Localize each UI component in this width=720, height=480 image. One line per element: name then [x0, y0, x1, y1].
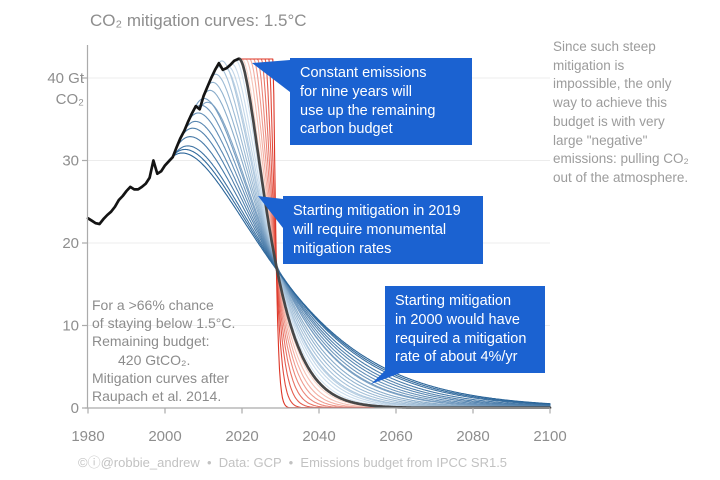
mitigation-curve-2006: [187, 112, 551, 408]
x-axis-label-2080: 2080: [456, 428, 489, 445]
negative-emissions-note: Since such steep mitigation is impossibl…: [553, 38, 689, 188]
mitigation-curve-2008: [195, 97, 551, 409]
mitigation-curve-2002: [172, 145, 551, 406]
y-axis-unit-line-1: CO₂: [56, 91, 85, 108]
annotation-line: for nine years will: [300, 83, 413, 100]
x-axis-label-2060: 2060: [379, 428, 412, 445]
negative-note-line: mitigation is: [553, 57, 625, 73]
annotation-line: required a mitigation: [395, 330, 527, 347]
historical-emissions-line: [86, 57, 240, 226]
credit-footer: ©ⓘ@robbie_andrew • Data: GCP • Emissions…: [78, 455, 508, 470]
negative-note-line: emissions: pulling CO₂: [553, 151, 689, 167]
negative-note-line: impossible, the only: [553, 76, 672, 92]
annotation-line: rate of about 4%/yr: [395, 349, 518, 366]
annotation-line: Constant emissions: [300, 65, 427, 81]
annotation-line: Starting mitigation: [395, 293, 512, 309]
budget-note-line: 420 GtCO₂.: [118, 351, 191, 368]
negative-note-line: Since such steep: [553, 39, 656, 54]
budget-note-line: Raupach et al. 2014.: [92, 388, 222, 405]
x-axis-label-2000: 2000: [148, 428, 181, 445]
y-axis-label-20: 20: [62, 235, 79, 252]
annotation-line: mitigation rates: [293, 240, 392, 257]
mitigation-curve-2003: [176, 136, 551, 407]
x-axis-label-1980: 1980: [71, 428, 104, 445]
page-title: CO₂ mitigation curves: 1.5°C: [90, 11, 307, 30]
annotation-line: carbon budget: [300, 121, 393, 138]
x-axis-label-2020: 2020: [225, 428, 258, 445]
annotation-box-mitigation-2000: Starting mitigation in 2000 would have r…: [385, 286, 545, 374]
annotation-line: will require monumental: [293, 221, 447, 238]
mitigation-curve-2000: [164, 152, 551, 405]
annotation-line: in 2000 would have: [395, 311, 520, 328]
mitigation-curve-2004: [179, 127, 551, 407]
x-axis-label-2100: 2100: [533, 428, 566, 445]
budget-note-line: Remaining budget:: [92, 333, 210, 350]
y-axis-label-30: 30: [62, 153, 79, 170]
annotation-box-mitigation-2019: Starting mitigation in 2019 will require…: [283, 196, 483, 265]
negative-note-line: budget is with very: [553, 113, 665, 129]
annotation-box-constant-emissions: Constant emissions for nine years will u…: [290, 58, 472, 146]
budget-note-line: Mitigation curves after: [92, 369, 229, 386]
budget-note-line: For a >66% chance: [92, 297, 214, 313]
negative-note-line: way to achieve this: [553, 95, 668, 111]
annotation-line: use up the remaining: [300, 102, 436, 119]
y-axis-label-10: 10: [62, 318, 79, 335]
negative-note-line: large "negative": [553, 132, 648, 148]
mitigation-curve-2005: [183, 120, 551, 408]
budget-note: For a >66% chance of staying below 1.5°C…: [92, 296, 235, 405]
y-axis-label-0: 0: [71, 400, 79, 417]
x-axis-label-2040: 2040: [302, 428, 335, 445]
mitigation-curve-2001: [168, 148, 551, 405]
budget-note-line: of staying below 1.5°C.: [92, 315, 236, 332]
annotation-line: Starting mitigation in 2019: [293, 203, 461, 219]
negative-note-line: out of the atmosphere.: [553, 169, 689, 185]
y-axis-unit-line-0: 40 Gt: [47, 70, 85, 87]
